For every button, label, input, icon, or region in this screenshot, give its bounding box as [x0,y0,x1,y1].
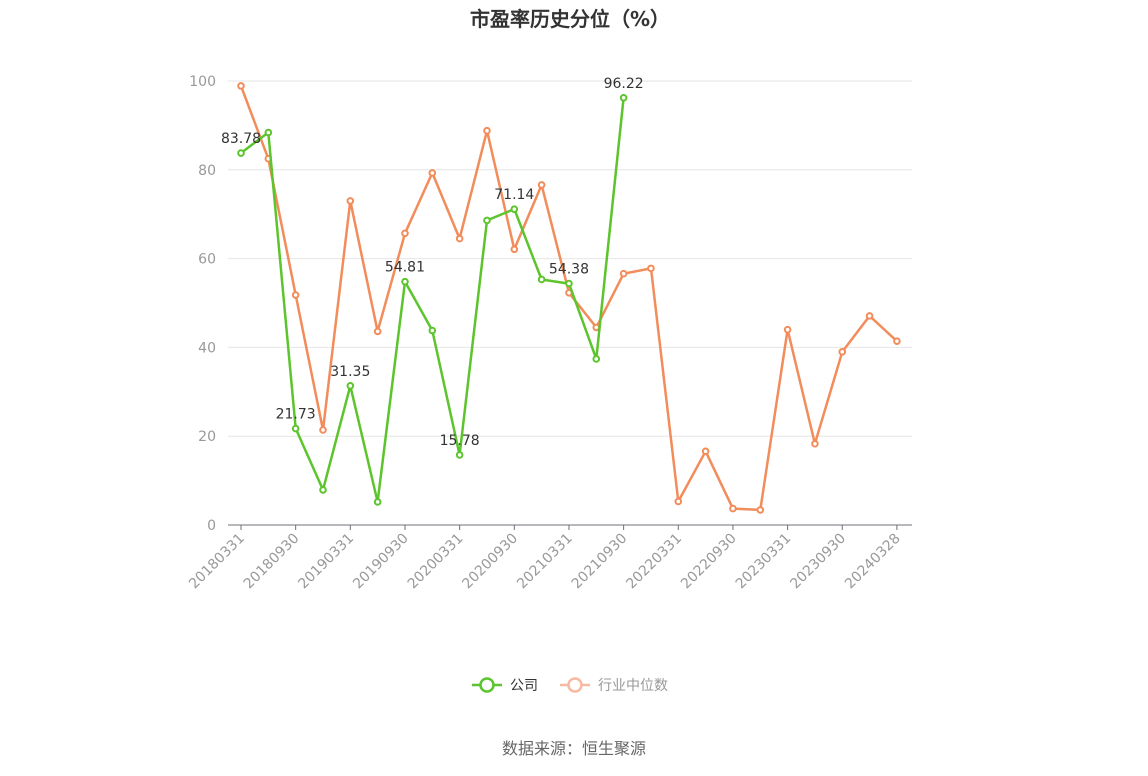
data-point[interactable] [865,312,874,320]
data-point[interactable] [565,279,573,288]
data-point[interactable] [428,169,437,177]
data-point[interactable] [237,149,245,157]
data-label: 15.78 [440,433,480,449]
legend-item[interactable]: 行业中位数 [560,677,668,694]
data-point[interactable] [537,275,546,284]
data-point[interactable] [483,126,491,135]
x-tick-label: 20190331 [295,531,357,593]
legend-label: 行业中位数 [598,678,668,694]
x-tick-label: 20220331 [623,531,685,593]
y-tick-label: 100 [189,74,216,90]
series-行业中位数 [237,82,901,514]
legend-label: 公司 [510,678,538,694]
data-label: 54.38 [549,262,589,278]
y-tick-label: 40 [198,340,216,356]
data-label: 54.81 [385,260,425,276]
data-point[interactable] [319,426,327,434]
data-label: 71.14 [494,187,534,203]
data-point[interactable] [455,234,464,243]
x-tick-label: 20180331 [186,531,248,593]
data-point[interactable] [756,506,765,514]
data-labels: 83.78 21.73 31.35 54.81 15.78 71.14 54.38 96.22 [221,76,644,449]
data-point[interactable] [428,326,437,335]
data-point[interactable] [838,348,847,356]
x-tick-label: 20210930 [569,531,631,593]
data-point[interactable] [291,424,300,433]
data-point[interactable] [619,269,628,278]
data-point[interactable] [510,205,519,213]
data-point[interactable] [893,337,901,345]
x-tick-label: 20190930 [350,531,412,593]
legend-item[interactable]: 公司 [472,677,538,694]
series-layer [237,82,901,514]
y-tick-label: 80 [198,163,216,179]
series-公司 [237,93,628,506]
data-point[interactable] [455,451,464,459]
x-tick-label: 20180930 [241,531,303,593]
x-tick-label: 20230930 [787,531,849,593]
data-point[interactable] [237,82,245,90]
data-point[interactable] [783,325,792,334]
data-point[interactable] [373,498,382,506]
data-point[interactable] [401,229,409,238]
data-point[interactable] [811,439,819,448]
y-tick-label: 60 [198,252,216,268]
data-point[interactable] [319,486,327,494]
data-point[interactable] [647,264,655,273]
series-line [240,97,625,504]
data-point[interactable] [592,355,601,363]
grid [228,80,912,437]
x-tick-label: 20200930 [459,531,521,593]
data-point[interactable] [701,447,710,456]
data-point[interactable] [483,216,491,225]
data-point[interactable] [346,382,355,390]
data-label: 31.35 [330,364,370,380]
data-point[interactable] [619,93,628,102]
y-tick-label: 20 [198,429,216,445]
series-line [239,85,898,512]
data-label: 83.78 [221,131,261,147]
data-point[interactable] [401,277,409,286]
data-point[interactable] [264,128,273,137]
data-point[interactable] [291,291,300,299]
data-point[interactable] [510,245,519,254]
data-point[interactable] [537,181,546,189]
axes: 0 20 40 60 80 100 2018033120180930201903312019… [186,74,912,592]
x-tick-label: 20220930 [678,531,740,593]
x-tick-label: 20210331 [514,531,576,593]
x-tick-label: 20200331 [405,531,467,593]
legend-marker [567,677,583,693]
data-point[interactable] [729,504,737,513]
legend-marker [479,677,495,693]
chart-title: 市盈率历史分位（%） [470,7,670,31]
y-tick-label: 0 [207,518,216,534]
data-point[interactable] [373,327,382,336]
x-tick-label: 20230331 [733,531,795,593]
data-label: 96.22 [604,76,644,92]
data-point[interactable] [674,497,683,506]
legend[interactable]: 公司 行业中位数 [472,677,668,694]
data-label: 21.73 [276,407,316,423]
data-source: 数据来源：恒生聚源 [502,739,646,758]
x-tick-label: 20240328 [842,531,904,593]
data-point[interactable] [346,197,355,205]
